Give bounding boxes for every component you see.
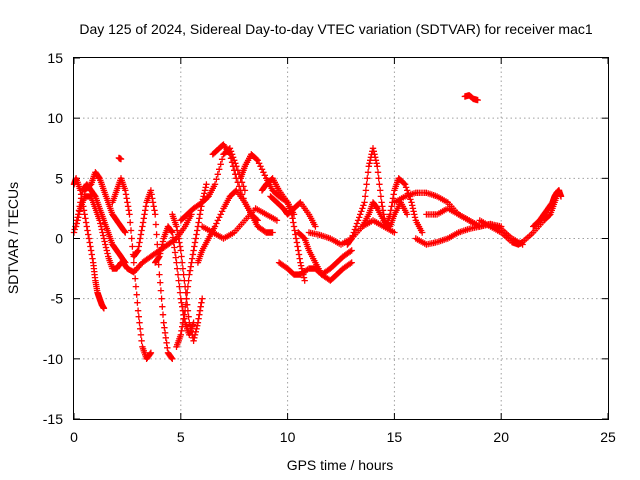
series-arc-d	[81, 169, 129, 236]
series-arc-e	[109, 175, 155, 362]
x-tick-labels: 0 5 10 15 20 25	[70, 429, 616, 445]
data-points	[70, 92, 565, 362]
data-point-markers	[267, 193, 319, 230]
x-tick-label: 25	[600, 429, 616, 445]
y-tick-labels: -15 -10 -5 0 5 10 15	[43, 50, 63, 427]
data-point-markers	[199, 205, 281, 242]
plot-frame	[73, 57, 609, 420]
chart-title: Day 125 of 2024, Sidereal Day-to-day VTE…	[79, 21, 592, 37]
data-point-markers	[130, 187, 176, 362]
y-tick-label: 5	[55, 170, 63, 186]
x-tick-label: 10	[280, 429, 296, 445]
data-point-markers	[295, 229, 355, 284]
y-tick-label: 15	[47, 50, 63, 66]
x-tick-label: 0	[70, 429, 78, 445]
x-tick-label: 20	[493, 429, 509, 445]
data-point-markers	[461, 92, 481, 104]
y-tick-label: -10	[43, 351, 63, 367]
y-tick-label: 0	[55, 231, 63, 247]
series-arc-ad	[115, 154, 125, 163]
x-axis-label: GPS time / hours	[287, 457, 394, 473]
series-arc-ab	[530, 187, 565, 230]
series-arc-s	[295, 229, 355, 284]
y-tick-label: -5	[51, 291, 64, 307]
x-tick-label: 5	[177, 429, 185, 445]
series-arc-k	[177, 145, 249, 224]
data-point-markers	[109, 175, 155, 362]
data-point-markers	[344, 145, 390, 248]
data-point-markers	[173, 181, 210, 350]
series-arc-n	[199, 205, 281, 242]
data-point-markers	[530, 187, 565, 230]
x-tick-label: 15	[387, 429, 403, 445]
series-arc-c	[72, 193, 125, 272]
series-arc-q	[267, 193, 319, 230]
y-tick-label: -15	[43, 411, 63, 427]
series-arc-p	[258, 175, 308, 284]
data-point-markers	[72, 193, 125, 272]
data-point-markers	[177, 145, 249, 224]
series-arc-j	[173, 181, 210, 350]
y-tick-label: 10	[47, 110, 63, 126]
data-point-markers	[258, 175, 308, 284]
series-arc-ac	[461, 92, 481, 104]
data-point-markers	[81, 169, 129, 236]
series-arc-u	[344, 145, 390, 248]
data-point-markers	[115, 154, 125, 163]
series-arc-f	[130, 187, 176, 362]
y-axis-label: SDTVAR / TECUs	[5, 182, 21, 294]
